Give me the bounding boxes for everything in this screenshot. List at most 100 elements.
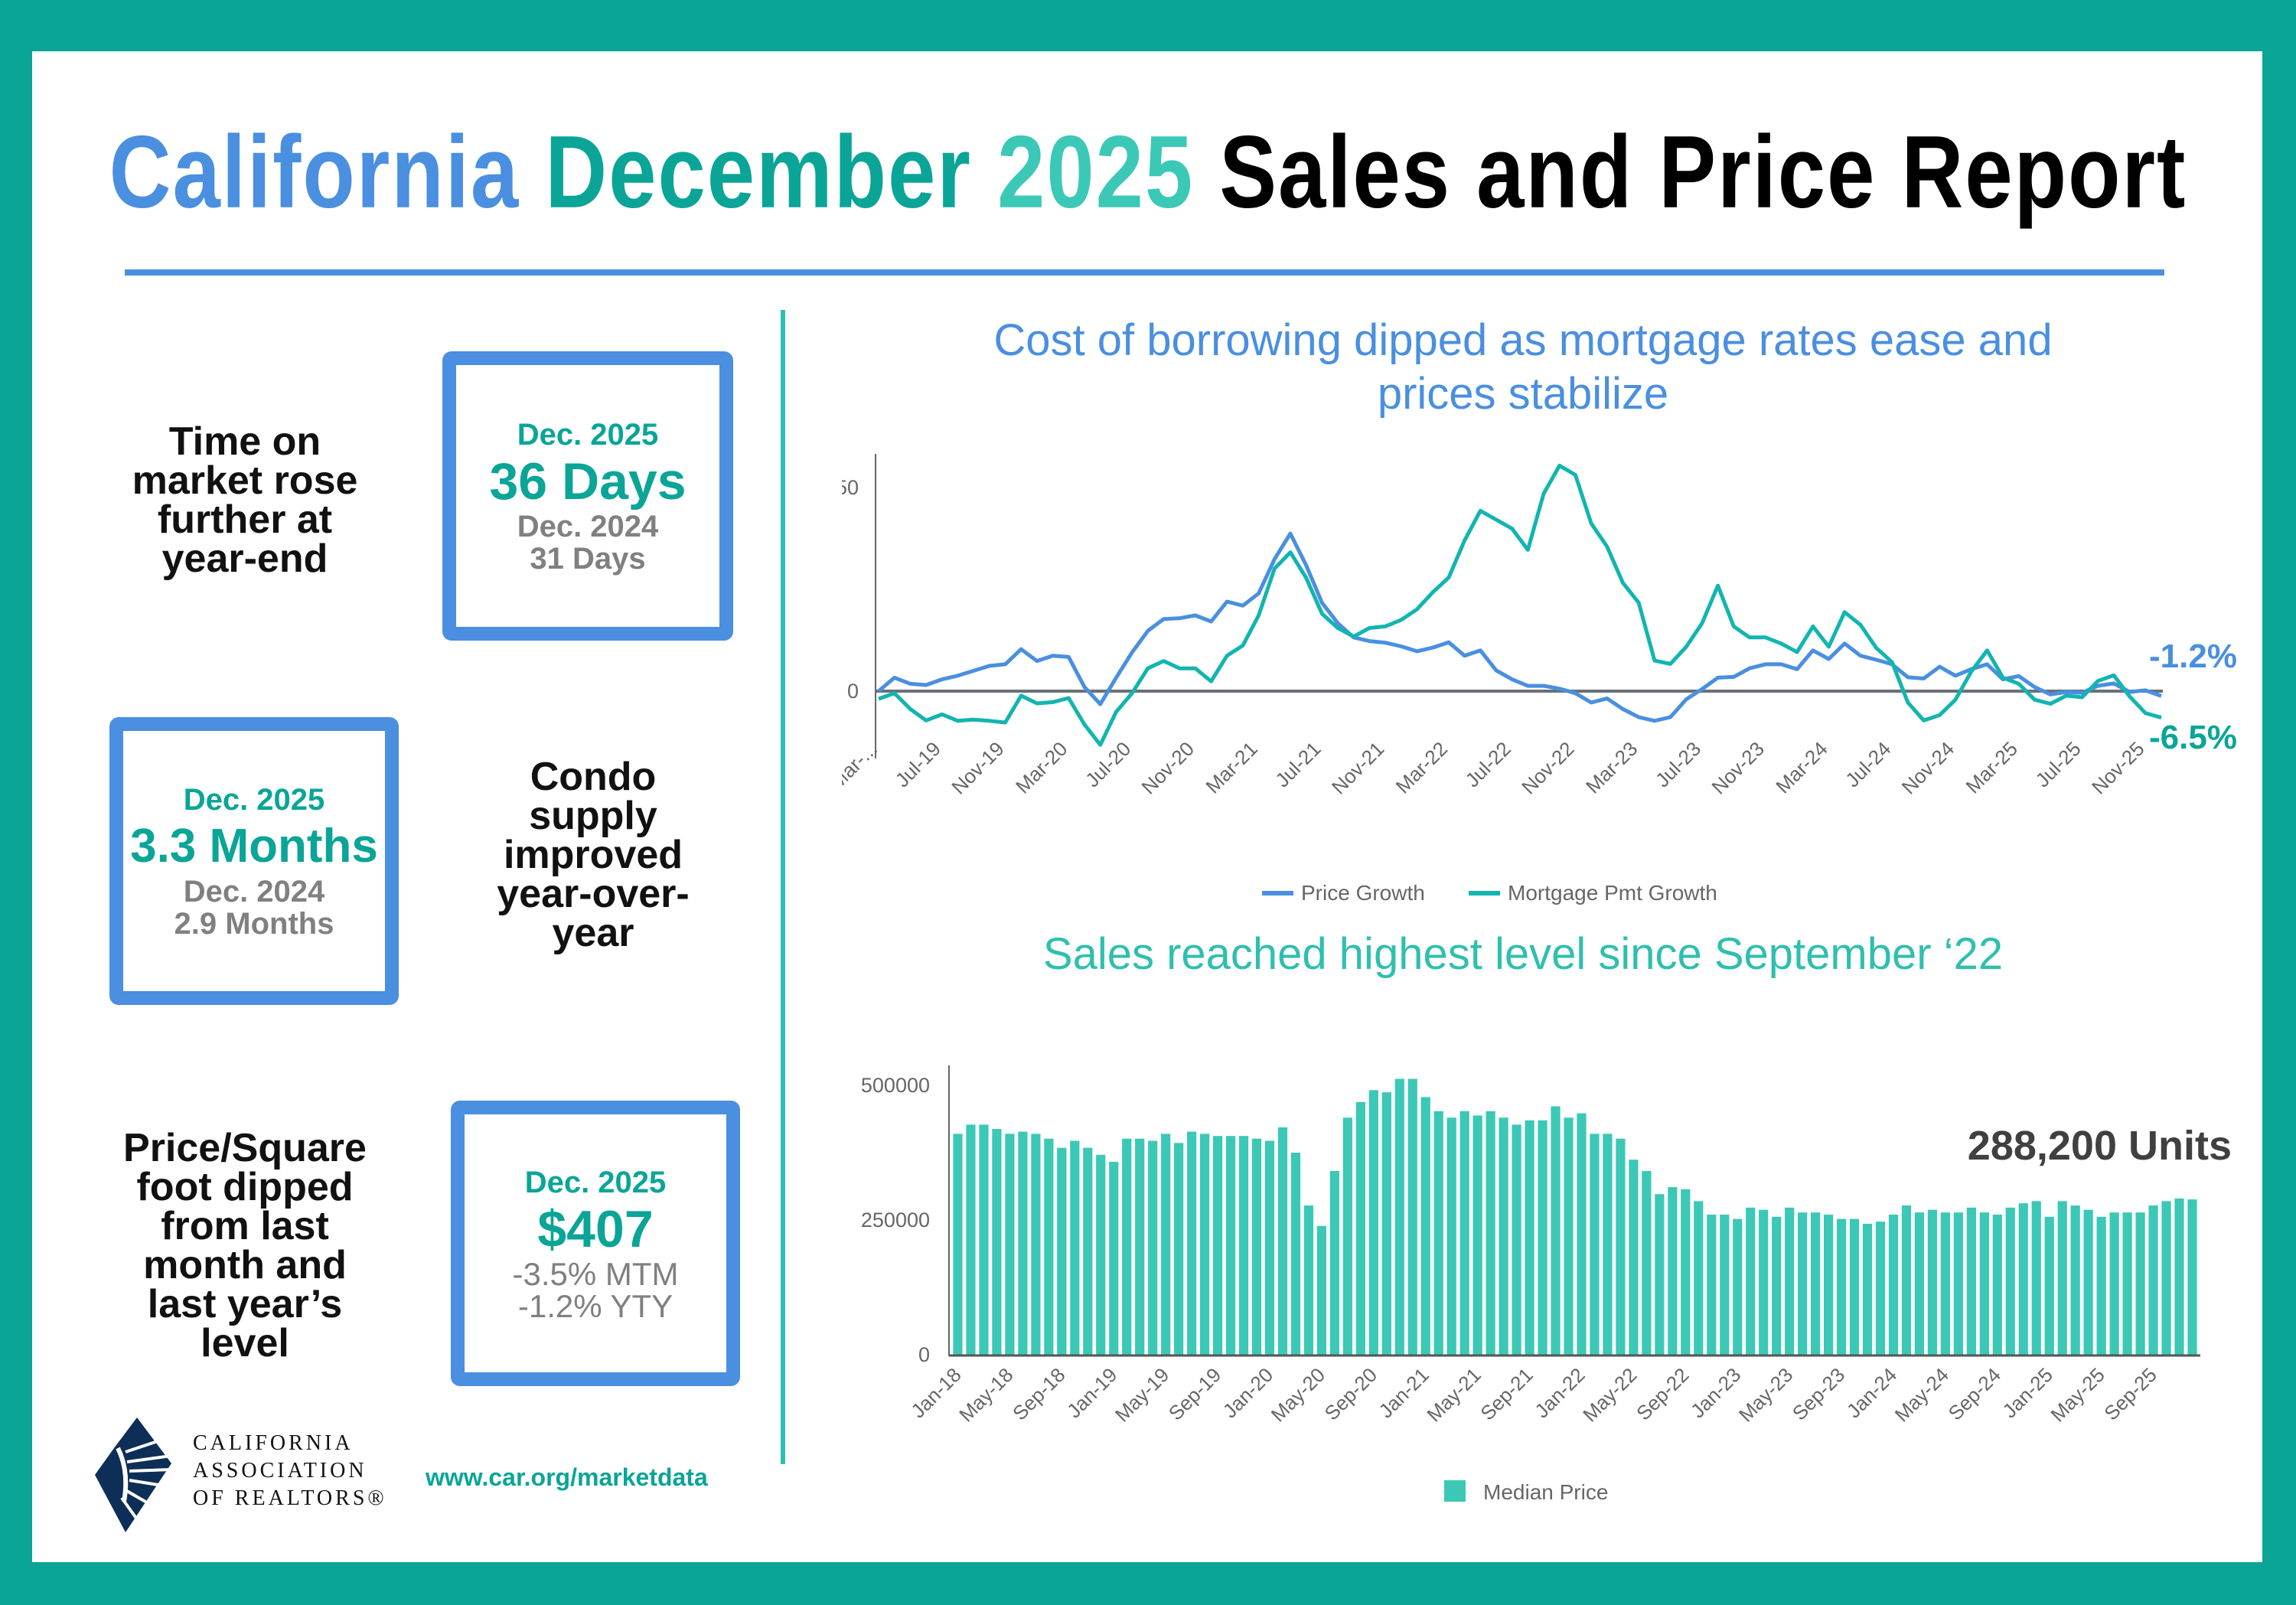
text-line: market rose bbox=[132, 458, 358, 503]
x-tick-label: Mar-24 bbox=[1771, 737, 1831, 798]
bar bbox=[2083, 1209, 2093, 1355]
current-label: Dec. 2025 bbox=[517, 418, 659, 452]
title-divider bbox=[125, 269, 2164, 276]
bar bbox=[1070, 1140, 1080, 1355]
title-state: California bbox=[109, 114, 520, 230]
bar bbox=[1044, 1138, 1054, 1355]
x-tick-label: Nov-22 bbox=[1517, 737, 1578, 798]
prior-label: Dec. 2024 bbox=[517, 510, 659, 543]
current-value: 3.3 Months bbox=[130, 820, 378, 873]
bar bbox=[1368, 1090, 1378, 1355]
time-on-market-box: Dec. 2025 36 Days Dec. 2024 31 Days bbox=[442, 351, 733, 641]
x-tick-label: Jan-19 bbox=[1062, 1363, 1121, 1422]
bar bbox=[1668, 1187, 1678, 1355]
time-on-market-text: Time on market rose further at year-end bbox=[92, 422, 398, 579]
bar bbox=[2135, 1212, 2145, 1355]
x-tick-label: Jul-22 bbox=[1461, 737, 1515, 791]
bar bbox=[1290, 1153, 1301, 1355]
bar bbox=[2161, 1201, 2171, 1355]
x-tick-label: Sep-22 bbox=[1632, 1363, 1693, 1424]
condo-supply-text: Condo supply improved year-over- year bbox=[440, 757, 746, 955]
bar bbox=[2174, 1198, 2184, 1355]
bar bbox=[1499, 1117, 1508, 1355]
line-chart-title: Cost of borrowing dipped as mortgage rat… bbox=[827, 314, 2219, 421]
x-tick-label: Jul-20 bbox=[1081, 737, 1135, 791]
bar bbox=[2031, 1201, 2041, 1355]
current-value: 36 Days bbox=[489, 452, 687, 511]
bar bbox=[1264, 1140, 1275, 1355]
bar bbox=[1342, 1117, 1352, 1355]
panel-divider bbox=[781, 310, 785, 1464]
text-line: Price/Square bbox=[123, 1126, 367, 1170]
bar bbox=[1433, 1111, 1443, 1355]
bar bbox=[1720, 1214, 1730, 1355]
y-tick-label: 0 bbox=[918, 1343, 930, 1366]
logo-line: CALIFORNIA bbox=[193, 1431, 354, 1455]
logo-line: ASSOCIATION bbox=[193, 1459, 367, 1483]
x-tick-label: Jan-25 bbox=[1998, 1363, 2057, 1422]
x-tick-label: May-25 bbox=[2046, 1363, 2109, 1427]
bar bbox=[1849, 1218, 1860, 1355]
bar bbox=[1746, 1207, 1756, 1355]
bar bbox=[1394, 1078, 1404, 1355]
bar bbox=[1953, 1212, 1963, 1355]
y-tick-label: 0 bbox=[847, 680, 859, 703]
bar bbox=[2044, 1216, 2054, 1355]
bar bbox=[2005, 1207, 2015, 1355]
bar bbox=[1836, 1218, 1847, 1355]
bar bbox=[979, 1124, 989, 1355]
bar bbox=[1381, 1092, 1391, 1355]
sales-units-annotation: 288,200 Units bbox=[1968, 1123, 2232, 1169]
text-line: month and bbox=[143, 1243, 347, 1287]
current-label: Dec. 2025 bbox=[183, 783, 325, 817]
prior-value: 31 Days bbox=[530, 542, 646, 576]
bar bbox=[1603, 1134, 1613, 1355]
x-tick-label: Jul-19 bbox=[891, 737, 945, 791]
bar bbox=[2057, 1201, 2067, 1355]
y-tick-label: 500000 bbox=[861, 1074, 930, 1097]
bar bbox=[1096, 1154, 1106, 1355]
x-tick-label: May-21 bbox=[1422, 1363, 1486, 1427]
x-tick-label: Jan-21 bbox=[1375, 1363, 1433, 1422]
bar bbox=[1862, 1223, 1873, 1355]
x-tick-label: Nov-19 bbox=[947, 737, 1008, 798]
prior-value: 2.9 Months bbox=[174, 907, 334, 941]
price-growth-end-label: -1.2% bbox=[2149, 638, 2237, 675]
bar bbox=[2109, 1212, 2119, 1355]
bar bbox=[1277, 1127, 1288, 1355]
x-tick-label: Jul-23 bbox=[1651, 737, 1705, 791]
market-data-link[interactable]: www.car.org/marketdata bbox=[426, 1463, 708, 1491]
x-tick-label: Jul-25 bbox=[2030, 737, 2085, 791]
x-tick-label: May-19 bbox=[1110, 1363, 1174, 1427]
bar bbox=[1199, 1134, 1210, 1355]
bar bbox=[1135, 1138, 1145, 1355]
bar bbox=[1355, 1101, 1365, 1355]
bar bbox=[1733, 1218, 1743, 1355]
text-line: from last bbox=[161, 1204, 329, 1248]
logo-line: OF REALTORS® bbox=[193, 1486, 387, 1510]
text-line: year bbox=[552, 911, 634, 955]
title-year: 2025 bbox=[997, 114, 1195, 230]
bar bbox=[992, 1129, 1002, 1355]
bar bbox=[1577, 1113, 1587, 1355]
x-tick-label: Jul-24 bbox=[1841, 737, 1895, 791]
bar bbox=[1681, 1189, 1691, 1355]
legend-label: Price Growth bbox=[1301, 881, 1425, 905]
page-title: California December 2025 Sales and Price… bbox=[0, 113, 2296, 231]
bar bbox=[1759, 1209, 1769, 1355]
bar bbox=[1512, 1124, 1521, 1355]
bar bbox=[1927, 1209, 1938, 1355]
x-tick-label: May-18 bbox=[954, 1363, 1018, 1427]
bar bbox=[2018, 1203, 2028, 1355]
bar bbox=[1018, 1131, 1028, 1355]
x-tick-label: Sep-23 bbox=[1788, 1363, 1849, 1424]
bar bbox=[1875, 1222, 1886, 1355]
bar bbox=[1655, 1194, 1665, 1355]
current-value: $407 bbox=[537, 1199, 654, 1258]
text-line: year-end bbox=[161, 537, 328, 581]
yty-change: -1.2% YTY bbox=[517, 1287, 673, 1324]
bar bbox=[966, 1124, 976, 1355]
bar bbox=[2070, 1205, 2080, 1355]
bar bbox=[1694, 1201, 1704, 1355]
text-line: foot dipped bbox=[136, 1165, 354, 1209]
